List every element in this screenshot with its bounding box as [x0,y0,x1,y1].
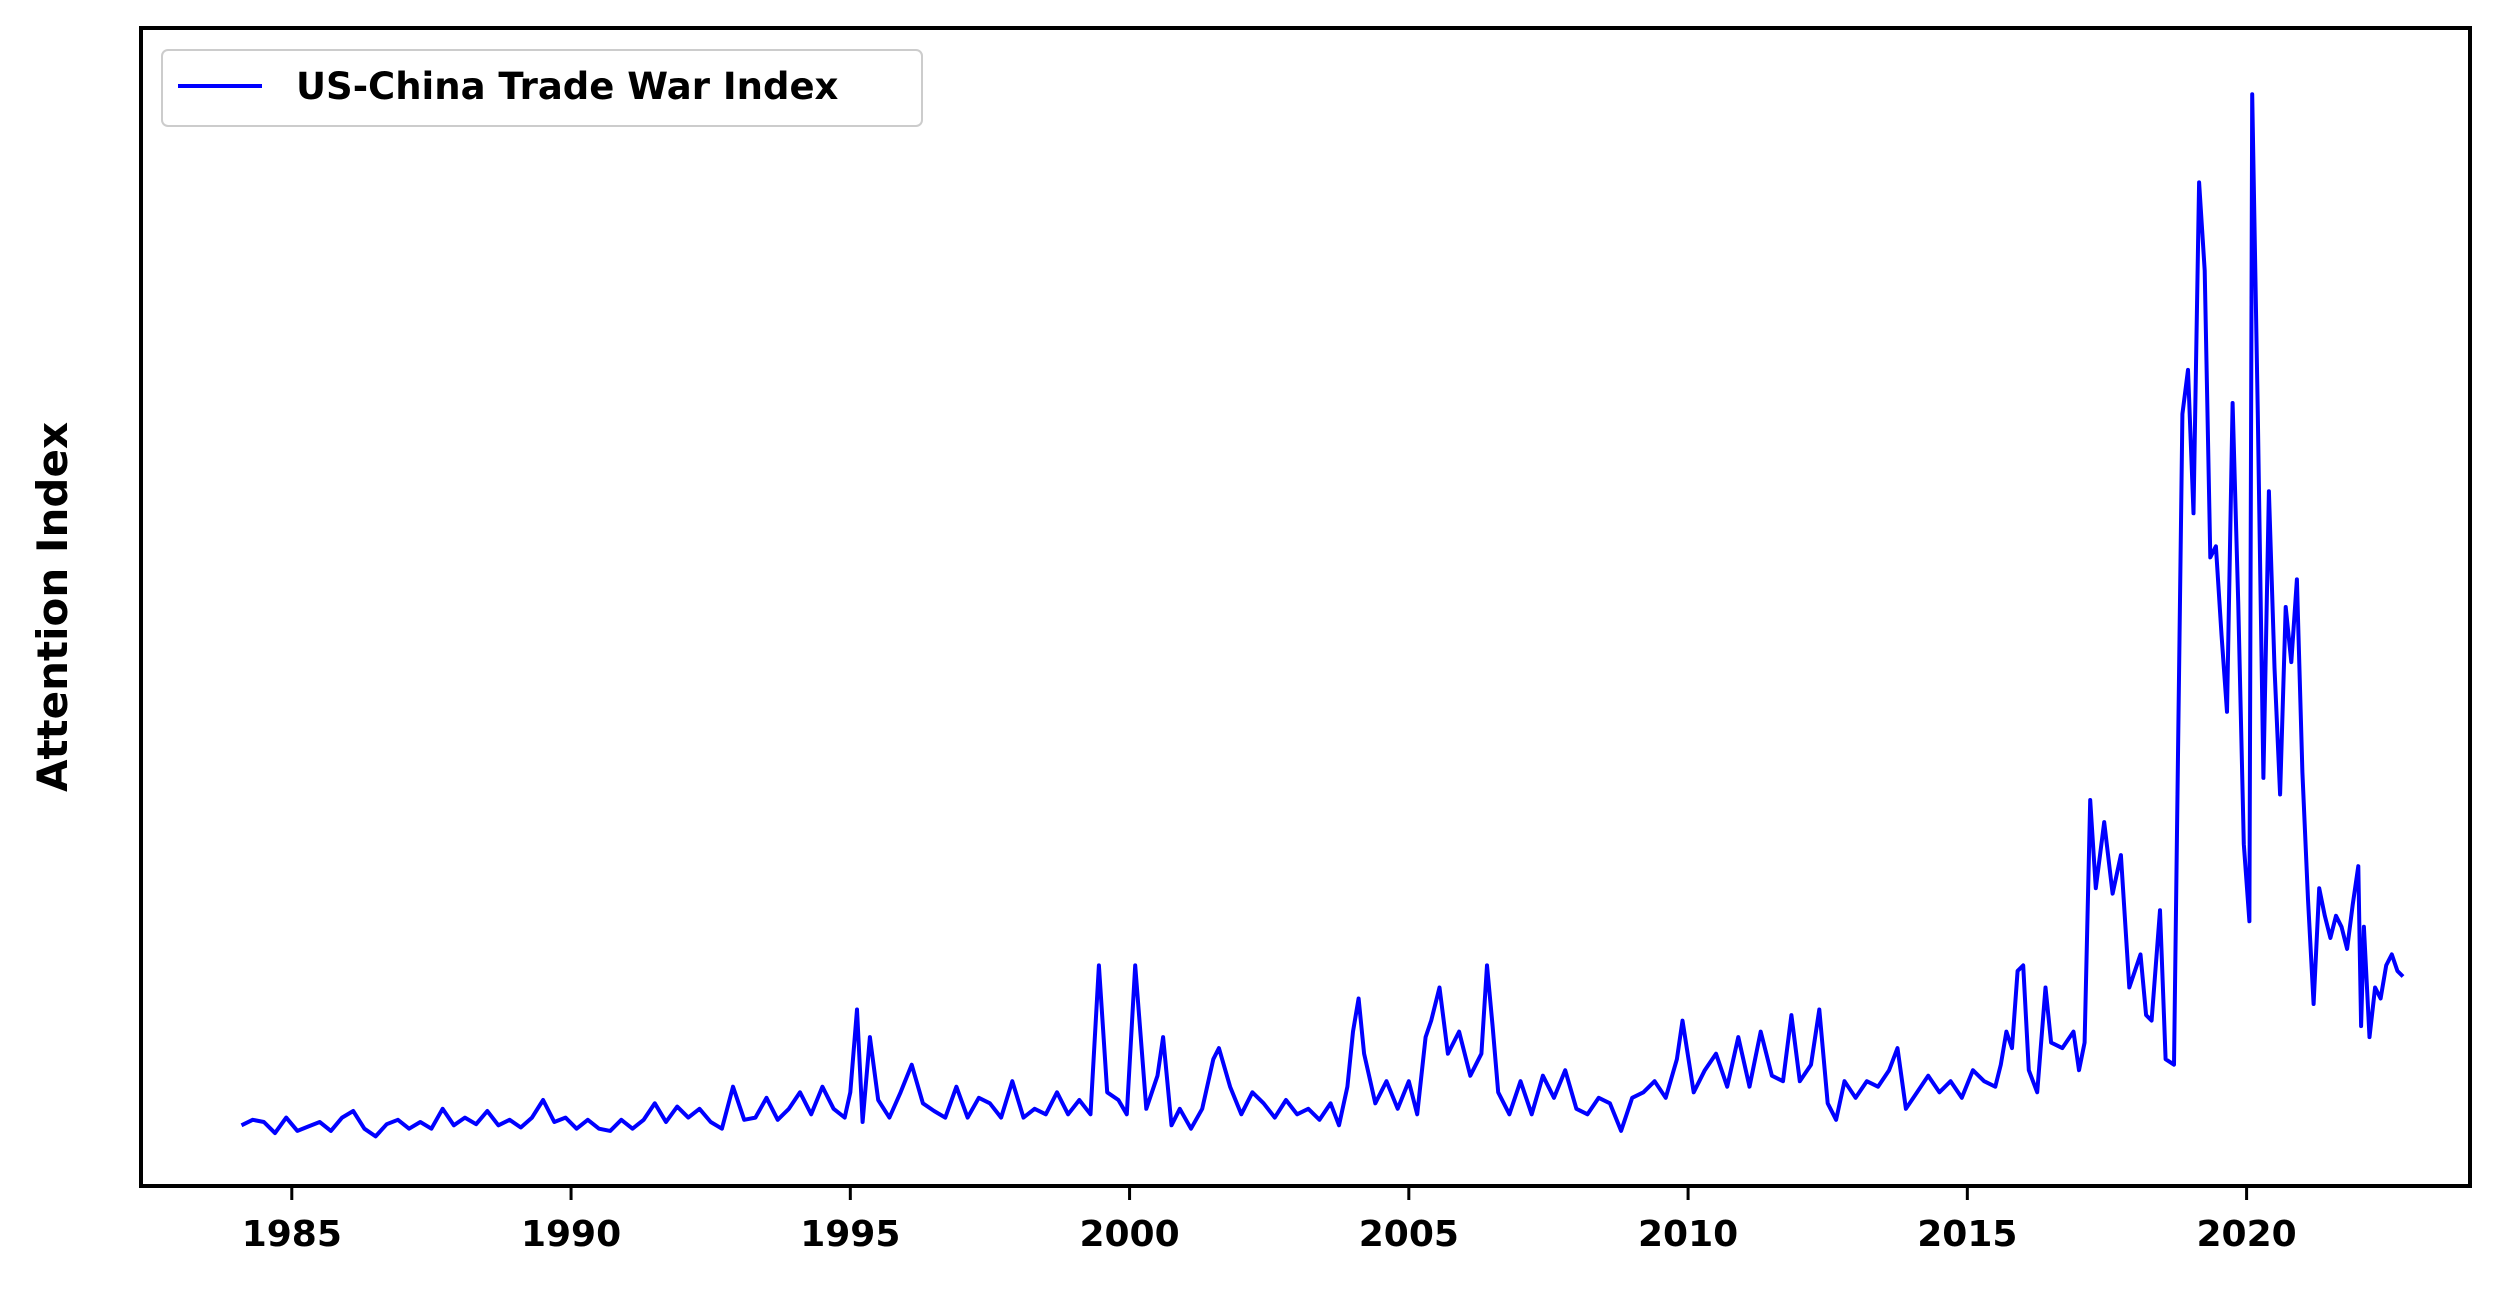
x-tick-label: 1990 [521,1214,621,1255]
x-tick-label: 2010 [1638,1214,1738,1255]
legend-box [161,49,923,127]
series-line-us-china-trade-war-index [240,92,2405,1139]
x-tick-label: 2020 [2196,1214,2296,1255]
x-tick-label: 2015 [1917,1214,2017,1255]
x-axis-ticks: 1985 1990 1995 2000 2005 2010 2015 2020 [242,1186,2297,1255]
x-tick-label: 2005 [1359,1214,1459,1255]
y-axis-label: Attention Index [28,422,77,792]
plot-frame [139,26,2472,1188]
x-tick-label: 2000 [1079,1214,1179,1255]
x-tick-label: 1995 [800,1214,900,1255]
legend-label: US-China Trade War Index [296,65,839,108]
x-tick-label: 1985 [242,1214,342,1255]
series-layer [240,92,2405,1139]
legend: US-China Trade War Index [161,49,923,127]
